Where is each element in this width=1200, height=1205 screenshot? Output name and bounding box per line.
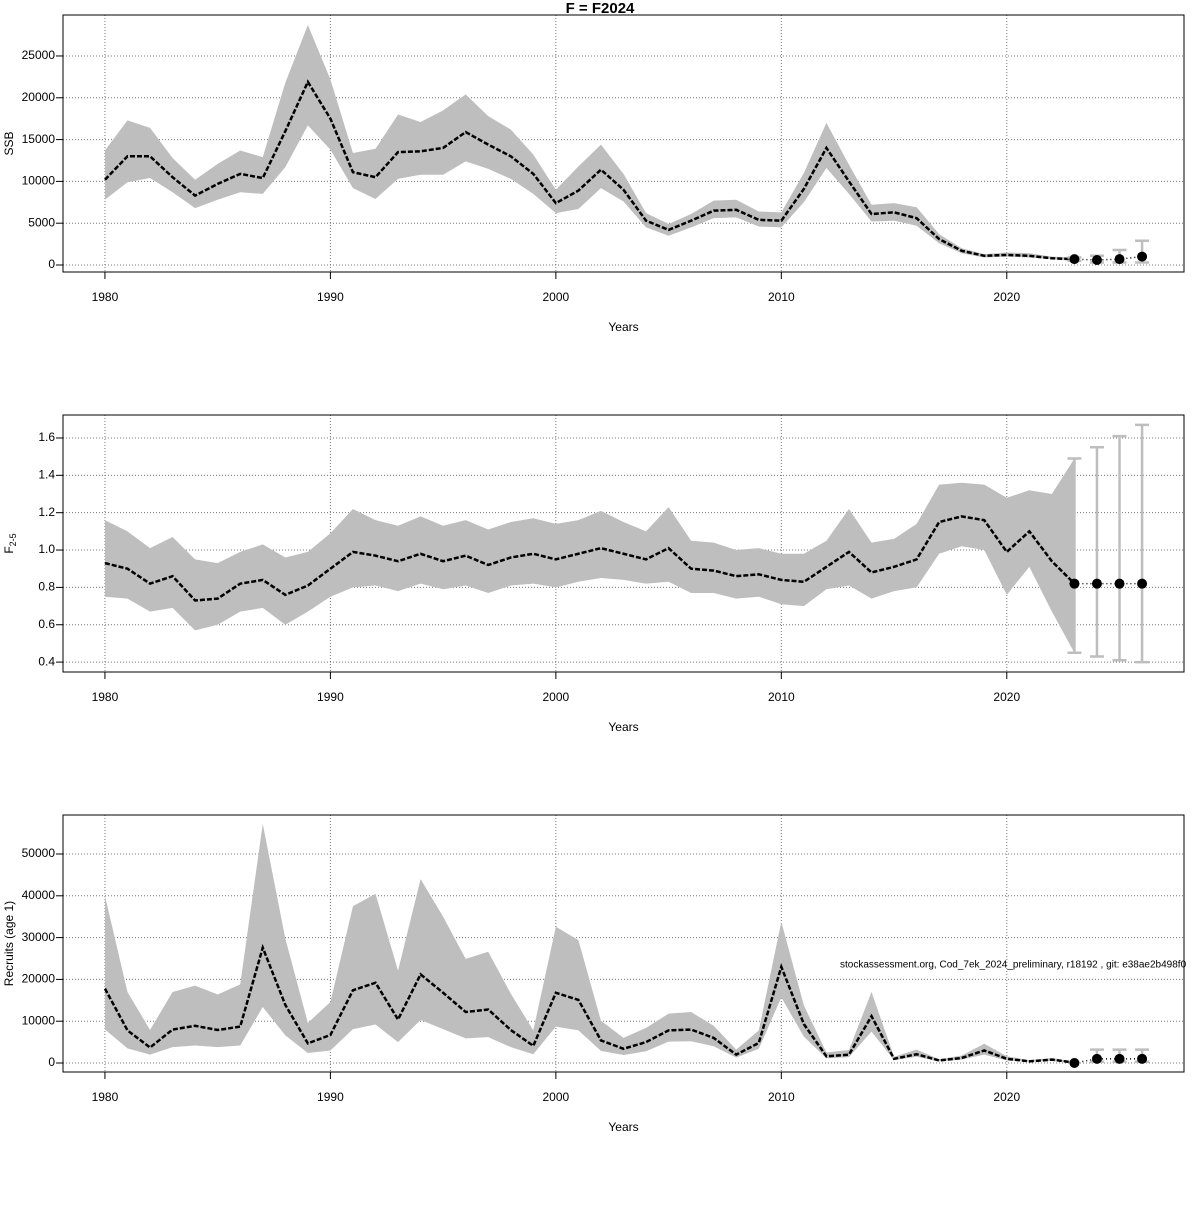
- y-tick-label: 15000: [22, 132, 56, 146]
- x-tick-label: 2010: [768, 690, 795, 704]
- y-tick-label: 1.4: [38, 467, 55, 481]
- y-tick-label: 5000: [28, 215, 55, 229]
- error-bar: [1135, 423, 1150, 664]
- y-axis-label-main: F: [2, 546, 16, 553]
- forecast-point: [1091, 578, 1102, 589]
- x-tick-label: 2000: [543, 290, 570, 304]
- plot-frame: [62, 14, 1185, 273]
- x-axis-label: Years: [608, 1120, 638, 1134]
- confidence-band: [104, 823, 1075, 1064]
- forecast-point: [1114, 1053, 1125, 1064]
- forecast-point: [1114, 254, 1125, 265]
- forecast-point: [1114, 578, 1125, 589]
- x-tick-label: 1980: [92, 1090, 119, 1104]
- y-tick-label: 30000: [22, 930, 56, 944]
- x-tick-label: 2020: [993, 690, 1020, 704]
- x-tick-label: 2010: [768, 1090, 795, 1104]
- error-bar: [1067, 457, 1082, 655]
- forecast-line: [1074, 1058, 1143, 1064]
- y-tick-label: 0.8: [38, 580, 55, 594]
- y-axis-label: F2-5: [2, 533, 18, 553]
- forecast-point: [1137, 578, 1148, 589]
- y-tick-label: 0.4: [38, 654, 55, 668]
- forecast-point: [1069, 1058, 1080, 1069]
- y-tick-label: 40000: [22, 888, 56, 902]
- forecast-point: [1069, 254, 1080, 265]
- error-bar: [1112, 434, 1127, 662]
- x-tick-label: 1990: [317, 690, 344, 704]
- y-tick-label: 10000: [22, 1013, 56, 1027]
- y-tick-label: 0: [48, 257, 55, 271]
- y-axis-label: Recruits (age 1): [2, 901, 16, 986]
- forecast-point: [1091, 1053, 1102, 1064]
- forecast-point: [1137, 251, 1148, 262]
- x-tick-label: 2000: [543, 690, 570, 704]
- estimate-line: [104, 515, 1076, 602]
- y-axis-label-main: Recruits (age 1): [2, 901, 16, 986]
- chart-title: F = F2024: [566, 0, 635, 17]
- annotation: stockassessment.org, Cod_7ek_2024_prelim…: [840, 960, 1187, 971]
- y-tick-label: 10000: [22, 174, 56, 188]
- y-tick-label: 0.6: [38, 617, 55, 631]
- y-tick-label: 1.2: [38, 505, 55, 519]
- x-tick-label: 2000: [543, 1090, 570, 1104]
- confidence-band: [104, 25, 1075, 261]
- estimate-line: [104, 79, 1075, 261]
- y-tick-label: 25000: [22, 48, 56, 62]
- y-tick-label: 0: [48, 1055, 55, 1069]
- x-tick-label: 1990: [317, 290, 344, 304]
- plot-frame: [62, 414, 1185, 673]
- y-axis-label: SSB: [2, 131, 16, 155]
- error-bar: [1089, 446, 1104, 658]
- x-axis-label: Years: [608, 720, 638, 734]
- forecast-point: [1091, 254, 1102, 265]
- y-axis-label-sub: 2-5: [8, 533, 18, 546]
- x-tick-label: 2020: [993, 1090, 1020, 1104]
- forecast-point: [1137, 1053, 1148, 1064]
- y-tick-label: 20000: [22, 972, 56, 986]
- x-tick-label: 1980: [92, 290, 119, 304]
- y-tick-label: 1.6: [38, 430, 55, 444]
- forecast-point: [1069, 578, 1080, 589]
- x-tick-label: 2020: [993, 290, 1020, 304]
- x-axis-label: Years: [608, 320, 638, 334]
- x-tick-label: 1990: [317, 1090, 344, 1104]
- confidence-band: [104, 458, 1075, 653]
- plot-frame: [62, 814, 1185, 1073]
- x-tick-label: 1980: [92, 690, 119, 704]
- y-tick-label: 50000: [22, 846, 56, 860]
- forecast-line: [1074, 255, 1143, 261]
- y-tick-label: 20000: [22, 90, 56, 104]
- y-tick-label: 1.0: [38, 542, 55, 556]
- x-tick-label: 2010: [768, 290, 795, 304]
- y-axis-label-main: SSB: [2, 131, 16, 155]
